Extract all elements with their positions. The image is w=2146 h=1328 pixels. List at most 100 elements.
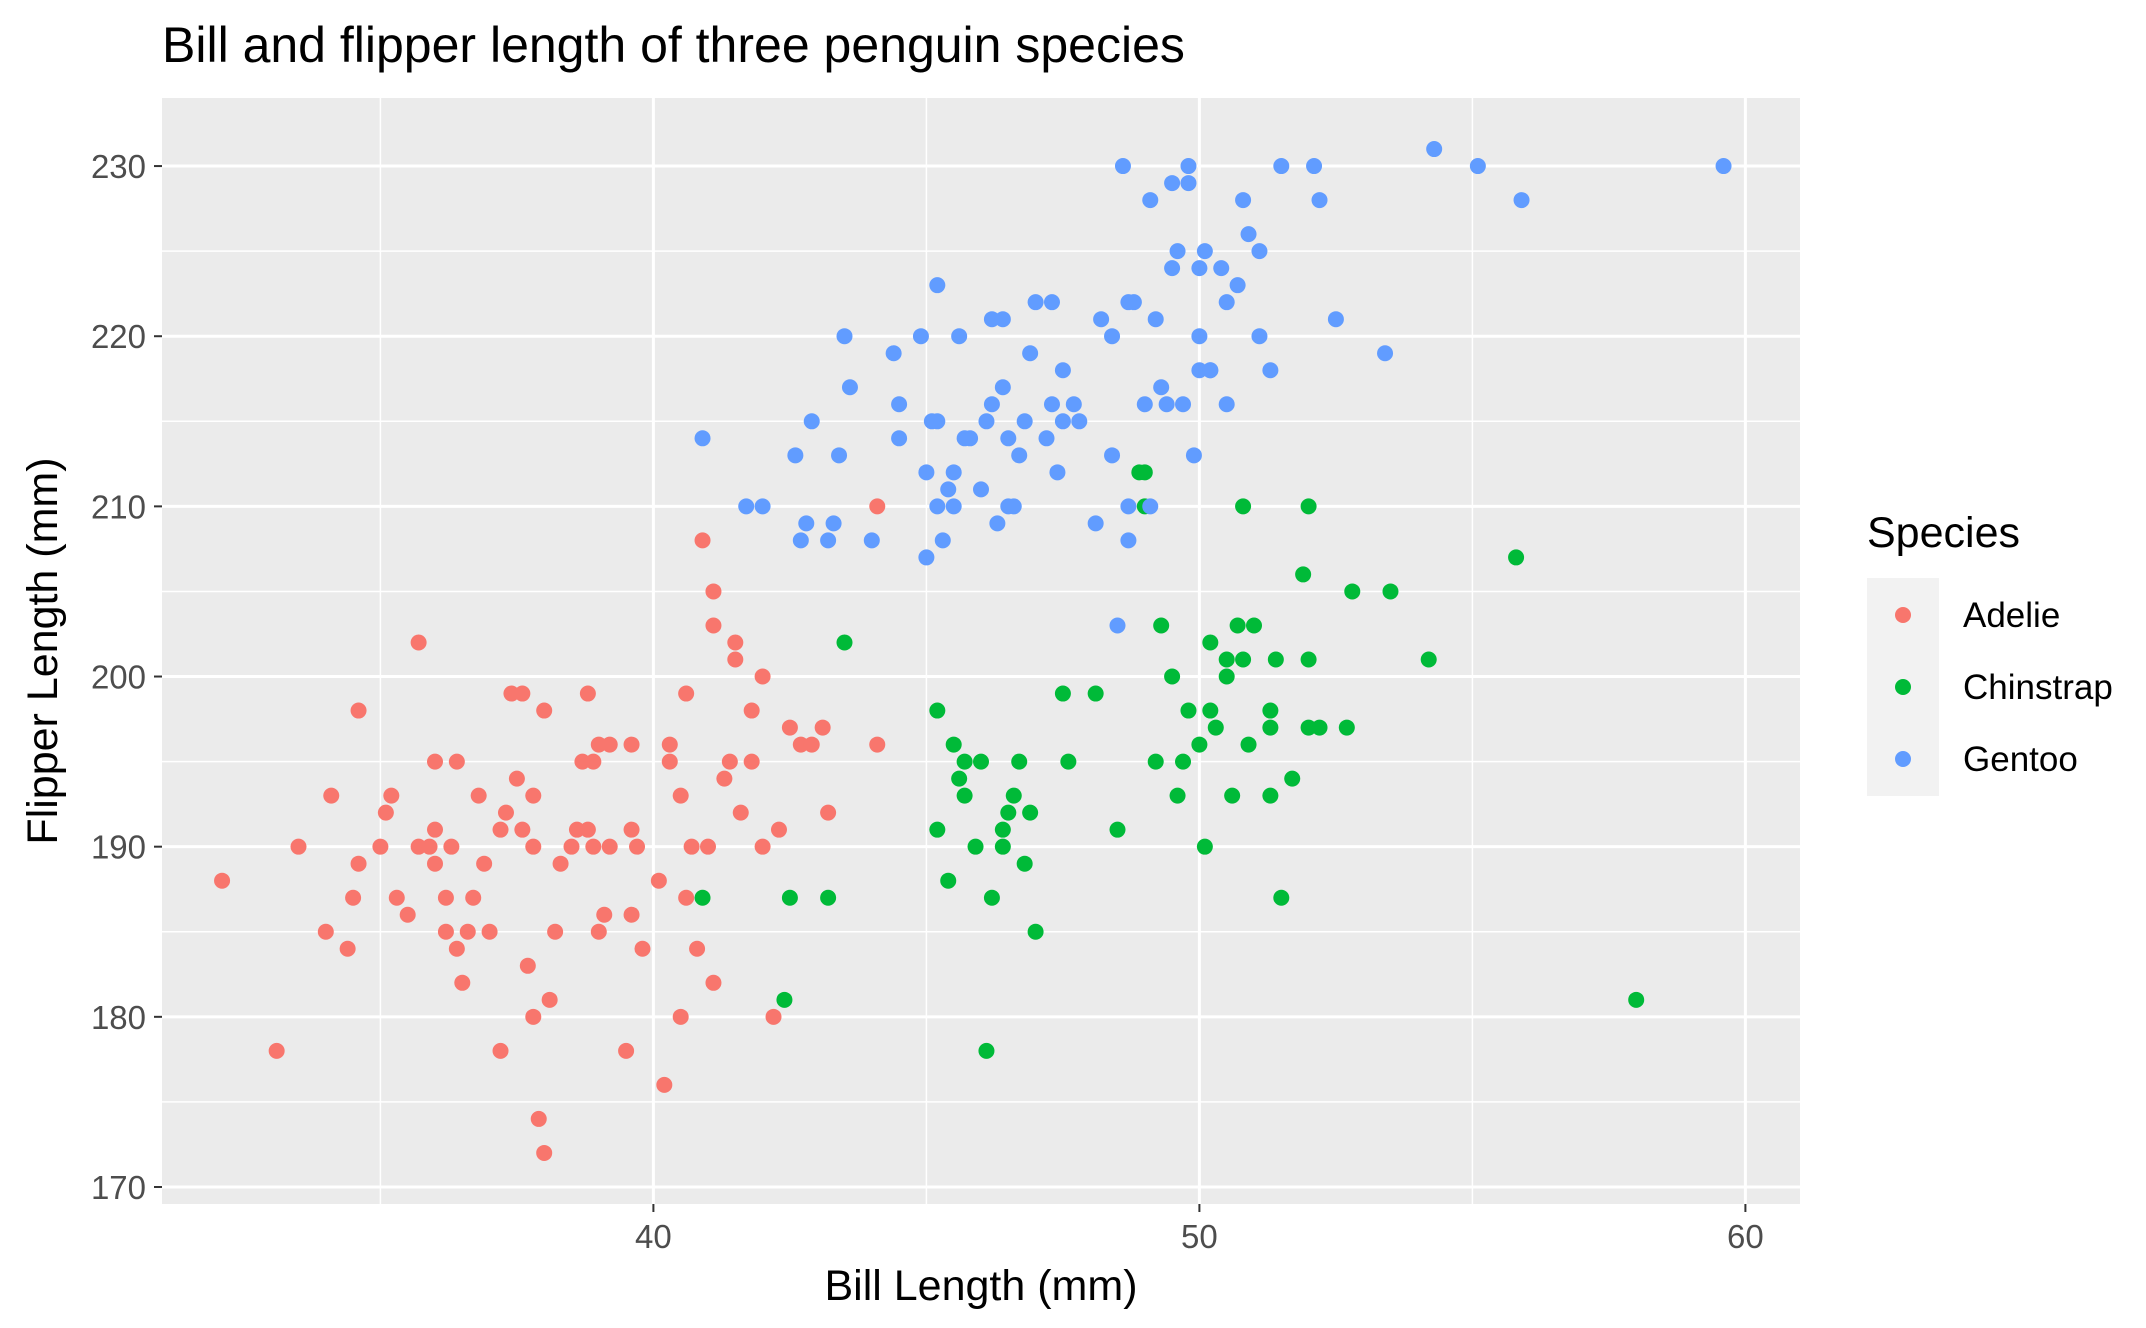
data-point-chinstrap	[1300, 498, 1317, 515]
data-point-chinstrap	[1016, 855, 1033, 872]
data-point-gentoo	[1169, 243, 1186, 260]
data-point-adelie	[743, 702, 760, 719]
data-point-adelie	[525, 1008, 542, 1025]
data-point-gentoo	[1093, 311, 1110, 328]
data-point-gentoo	[1087, 515, 1104, 532]
data-point-adelie	[694, 532, 711, 549]
data-point-chinstrap	[1344, 583, 1361, 600]
data-point-chinstrap	[1300, 719, 1317, 736]
data-point-adelie	[268, 1042, 285, 1059]
data-point-chinstrap	[1284, 770, 1301, 787]
data-point-adelie	[530, 1110, 547, 1127]
data-point-gentoo	[1049, 464, 1066, 481]
data-point-gentoo	[929, 498, 946, 515]
data-point-adelie	[525, 838, 542, 855]
data-point-adelie	[345, 889, 362, 906]
data-point-chinstrap	[1180, 702, 1197, 719]
data-point-chinstrap	[1382, 583, 1399, 600]
data-point-gentoo	[1377, 345, 1394, 362]
data-point-gentoo	[1164, 260, 1181, 277]
data-point-chinstrap	[929, 702, 946, 719]
data-point-gentoo	[945, 464, 962, 481]
legend-label-chinstrap: Chinstrap	[1963, 668, 2113, 707]
data-point-adelie	[427, 753, 443, 770]
data-point-adelie	[481, 923, 498, 940]
y-tick-label: 220	[91, 318, 146, 355]
data-point-adelie	[492, 1042, 509, 1059]
y-tick-label: 210	[91, 488, 146, 525]
data-point-gentoo	[945, 498, 962, 515]
data-point-gentoo	[1229, 277, 1246, 294]
data-point-chinstrap	[967, 838, 984, 855]
data-point-gentoo	[1164, 175, 1181, 192]
data-point-adelie	[672, 1008, 689, 1025]
data-point-adelie	[716, 770, 733, 787]
data-point-adelie	[705, 583, 722, 600]
data-point-chinstrap	[1338, 719, 1355, 736]
data-point-adelie	[661, 753, 678, 770]
data-point-gentoo	[1185, 447, 1202, 464]
data-point-adelie	[350, 855, 367, 872]
data-point-chinstrap	[956, 753, 973, 770]
data-point-chinstrap	[1054, 685, 1071, 702]
data-point-chinstrap	[1131, 464, 1148, 481]
data-point-chinstrap	[1087, 685, 1104, 702]
y-tick-label: 170	[91, 1169, 146, 1206]
data-points	[214, 141, 1732, 1161]
data-point-adelie	[623, 736, 640, 753]
data-point-adelie	[590, 736, 607, 753]
data-point-chinstrap	[1218, 668, 1235, 685]
data-point-gentoo	[1027, 294, 1044, 311]
y-tick-label: 230	[91, 148, 146, 185]
data-point-adelie	[388, 889, 405, 906]
data-point-adelie	[470, 787, 487, 804]
data-point-adelie	[678, 889, 695, 906]
data-point-adelie	[579, 821, 596, 838]
data-point-adelie	[618, 1042, 635, 1059]
data-point-gentoo	[1043, 294, 1060, 311]
data-point-chinstrap	[1060, 753, 1077, 770]
data-point-gentoo	[1218, 396, 1235, 413]
data-point-gentoo	[912, 328, 929, 345]
data-point-adelie	[399, 906, 416, 923]
data-point-gentoo	[1016, 413, 1033, 430]
data-point-gentoo	[825, 515, 842, 532]
data-point-chinstrap	[781, 889, 798, 906]
data-point-adelie	[383, 787, 400, 804]
data-point-chinstrap	[1005, 787, 1022, 804]
data-point-adelie	[634, 940, 651, 957]
data-point-gentoo	[1196, 243, 1213, 260]
data-point-adelie	[623, 821, 640, 838]
data-point-chinstrap	[1147, 753, 1164, 770]
data-point-gentoo	[1306, 158, 1323, 175]
data-point-adelie	[536, 702, 553, 719]
data-point-gentoo	[885, 345, 902, 362]
data-point-gentoo	[934, 532, 951, 549]
data-point-adelie	[705, 617, 722, 634]
data-point-adelie	[459, 923, 476, 940]
data-point-adelie	[448, 940, 465, 957]
data-point-gentoo	[1038, 430, 1055, 447]
data-point-chinstrap	[1300, 651, 1317, 668]
x-tick-label: 40	[635, 1218, 672, 1255]
data-point-gentoo	[1104, 328, 1121, 345]
data-point-gentoo	[1120, 532, 1137, 549]
data-point-gentoo	[989, 515, 1006, 532]
data-point-gentoo	[1202, 362, 1219, 379]
data-point-chinstrap	[1022, 804, 1039, 821]
data-point-chinstrap	[1202, 634, 1219, 651]
data-point-chinstrap	[1000, 804, 1017, 821]
data-point-gentoo	[929, 413, 946, 430]
data-point-adelie	[519, 957, 536, 974]
data-point-chinstrap	[1240, 736, 1257, 753]
data-point-chinstrap	[1207, 719, 1224, 736]
data-point-chinstrap	[1628, 991, 1645, 1008]
y-axis-title: Flipper Length (mm)	[19, 457, 67, 844]
data-point-adelie	[579, 685, 596, 702]
data-point-chinstrap	[1420, 651, 1437, 668]
data-point-gentoo	[994, 311, 1011, 328]
data-point-chinstrap	[1262, 787, 1279, 804]
y-tick-label: 190	[91, 829, 146, 866]
legend-label-gentoo: Gentoo	[1963, 740, 2078, 779]
